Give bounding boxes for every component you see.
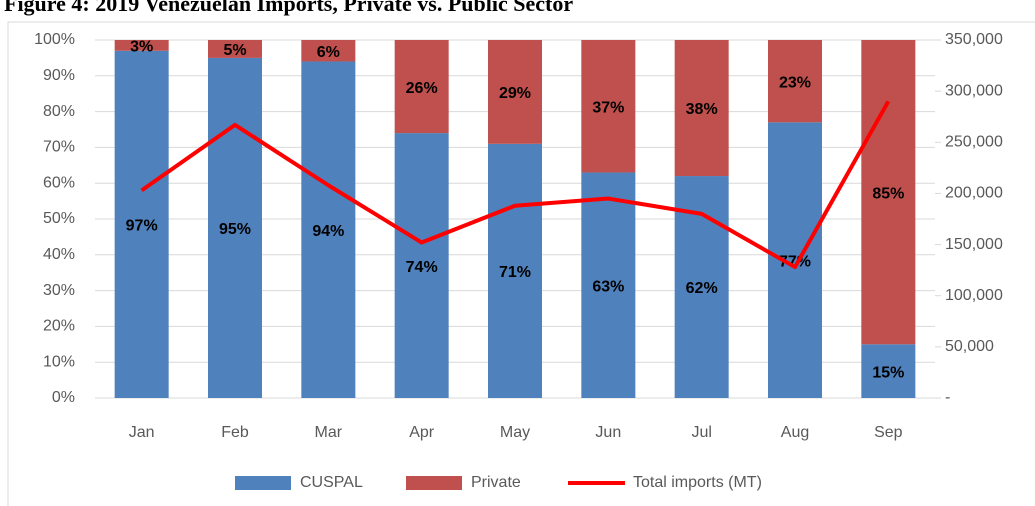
data-label: 15%: [872, 364, 904, 381]
bar-segment: [301, 61, 356, 398]
bar-segment: [208, 57, 262, 399]
bar-segment: [301, 40, 356, 62]
x-tick-label: Mar: [315, 424, 343, 441]
y2-tick-label: 100,000: [945, 287, 1003, 304]
y2-tick-label: 150,000: [945, 236, 1003, 253]
y-tick-label: 90%: [43, 67, 75, 84]
data-label: 94%: [312, 223, 344, 240]
bar-segment: [114, 40, 169, 51]
y2-tick-label: 50,000: [945, 338, 994, 355]
y-tick-label: 30%: [43, 282, 75, 299]
bar-segment: [208, 40, 262, 58]
legend-swatch: [235, 476, 291, 490]
bar-segment: [394, 133, 449, 398]
y-tick-label: 100%: [34, 31, 75, 48]
x-tick-label: Apr: [409, 424, 435, 441]
y-tick-label: 50%: [43, 210, 75, 227]
title-band: [0, 0, 1035, 21]
y2-tick-label: 200,000: [945, 185, 1003, 202]
x-tick-label: Jan: [129, 424, 155, 441]
x-tick-label: Jun: [595, 424, 621, 441]
bar-segment: [674, 40, 729, 177]
data-label: 37%: [592, 99, 624, 116]
data-label: 3%: [130, 39, 153, 56]
x-tick-label: Feb: [221, 424, 249, 441]
bar-segment: [768, 40, 822, 123]
bar-segment: [861, 344, 916, 398]
y-tick-label: 40%: [43, 246, 75, 263]
y-tick-label: 70%: [43, 139, 75, 156]
data-label: 95%: [219, 221, 251, 238]
data-label: 23%: [779, 74, 811, 91]
x-tick-label: Sep: [874, 424, 903, 441]
legend-label: Total imports (MT): [633, 474, 762, 491]
y-tick-label: 10%: [43, 353, 75, 370]
data-label: 77%: [779, 253, 811, 270]
data-label: 29%: [499, 85, 531, 102]
chart-title: Figure 4: 2019 Venezuelan Imports, Priva…: [4, 0, 573, 16]
y2-tick-label: 300,000: [945, 82, 1003, 99]
y-tick-label: 80%: [43, 103, 75, 120]
data-label: 71%: [499, 264, 531, 281]
legend-label: Private: [471, 474, 521, 491]
bar-segment: [581, 40, 636, 173]
bar-segment: [861, 40, 916, 345]
y2-tick-label: -: [945, 389, 950, 406]
data-label: 62%: [686, 280, 718, 297]
y2-tick-label: 250,000: [945, 134, 1003, 151]
bar-segment: [488, 143, 542, 398]
bar-segment: [114, 50, 169, 399]
data-label: 26%: [406, 80, 438, 97]
data-label: 97%: [126, 218, 158, 235]
legend-label: CUSPAL: [300, 474, 363, 491]
bar-segment: [768, 122, 822, 398]
legend-swatch: [406, 476, 462, 490]
data-label: 38%: [686, 101, 718, 118]
y2-tick-label: 350,000: [945, 31, 1003, 48]
bar-segment: [488, 40, 542, 144]
data-label: 85%: [872, 185, 904, 202]
y-tick-label: 20%: [43, 318, 75, 335]
bar-segment: [394, 40, 449, 134]
line-series: [140, 100, 891, 270]
y-tick-label: 60%: [43, 174, 75, 191]
data-label: 6%: [317, 44, 340, 61]
bar-segment: [581, 172, 636, 398]
data-label: 74%: [406, 259, 438, 276]
x-tick-label: Aug: [781, 424, 809, 441]
x-tick-label: Jul: [691, 424, 711, 441]
x-tick-label: May: [500, 424, 530, 441]
chart-frame: [7, 21, 1035, 506]
data-label: 5%: [223, 42, 246, 59]
y-tick-label: 0%: [52, 389, 75, 406]
data-label: 63%: [592, 278, 624, 295]
